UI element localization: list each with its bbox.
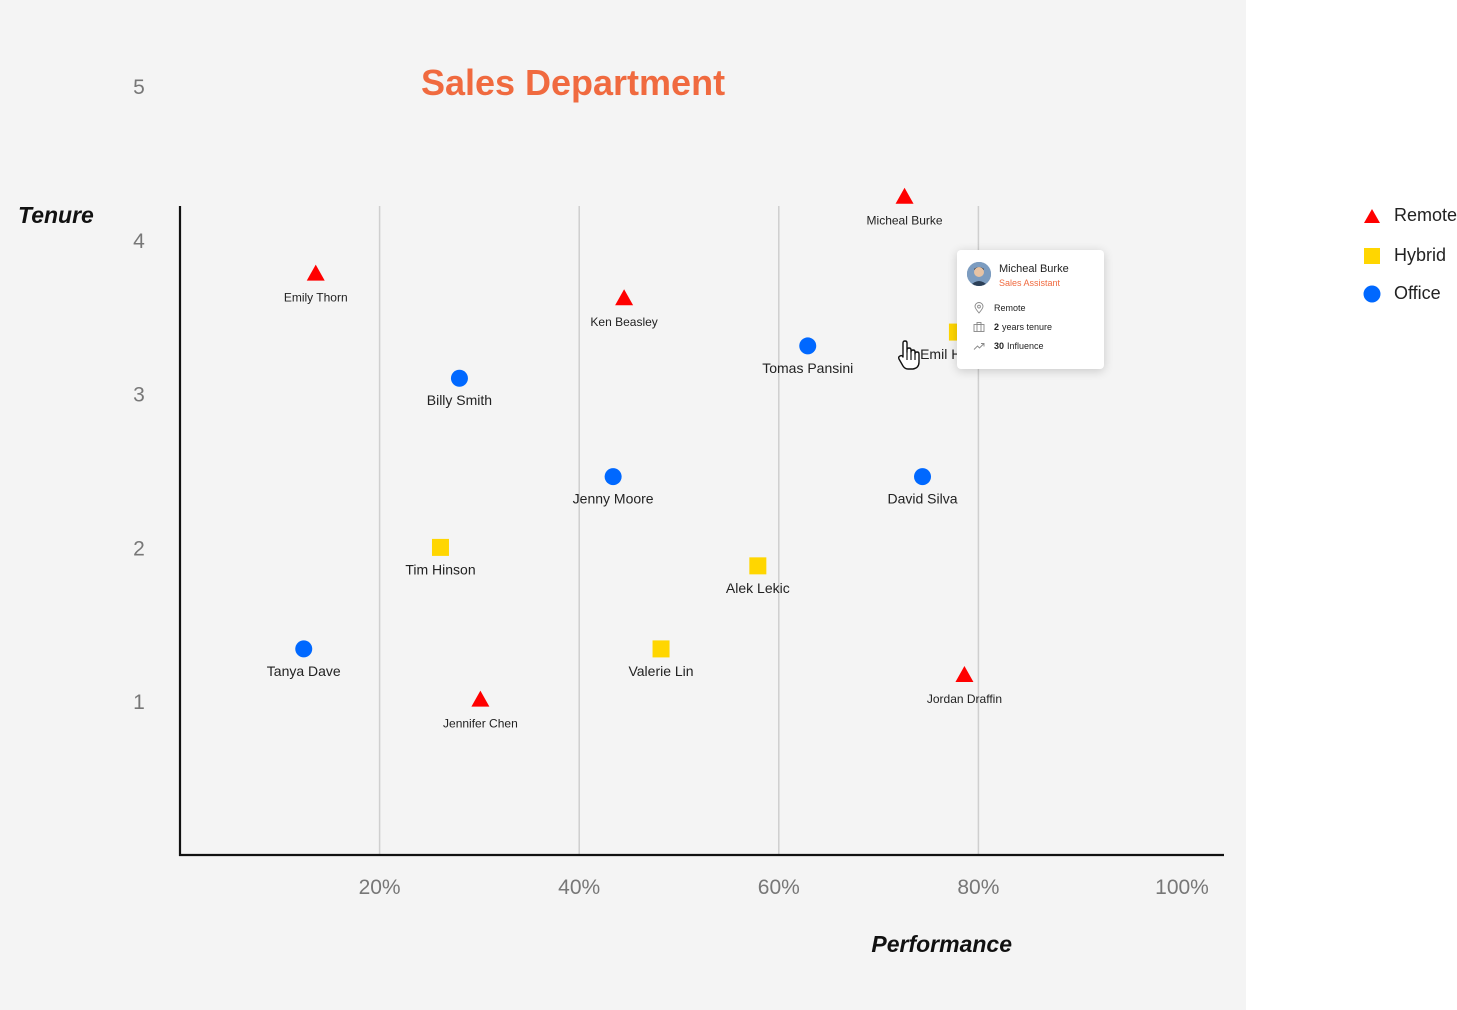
data-point: Jenny Moore bbox=[573, 468, 654, 507]
point-label: Valerie Lin bbox=[628, 663, 693, 679]
circle-marker bbox=[914, 468, 932, 486]
legend-label-remote: Remote bbox=[1394, 205, 1457, 225]
x-tick-label: 80% bbox=[957, 876, 999, 899]
employee-tooltip: Micheal Burke Sales Assistant Remote 2 y… bbox=[957, 250, 1104, 369]
point-label: Billy Smith bbox=[427, 392, 492, 408]
location-pin-icon bbox=[974, 302, 984, 314]
point-label: Jenny Moore bbox=[573, 491, 654, 507]
point-label: Jordan Draffin bbox=[927, 692, 1002, 706]
legend-label-hybrid: Hybrid bbox=[1394, 245, 1447, 265]
tooltip-location-row: Remote bbox=[973, 301, 1026, 315]
tooltip-tenure-suffix: years tenure bbox=[1002, 322, 1053, 332]
y-tick-label: 4 bbox=[133, 230, 145, 253]
x-tick-label: 60% bbox=[758, 876, 800, 899]
point-label: Jennifer Chen bbox=[443, 717, 518, 731]
triangle-marker bbox=[955, 666, 974, 683]
chart-title: Sales Department bbox=[420, 62, 726, 103]
circle-marker bbox=[799, 337, 817, 355]
triangle-marker bbox=[895, 187, 914, 204]
circle-marker bbox=[604, 468, 622, 486]
y-tick-label: 1 bbox=[133, 691, 145, 714]
triangle-marker bbox=[615, 289, 634, 306]
briefcase-icon bbox=[973, 322, 985, 332]
x-tick-label: 40% bbox=[558, 876, 600, 899]
data-point: Tim Hinson bbox=[405, 538, 476, 577]
circle-marker bbox=[450, 369, 468, 387]
y-axis-title: Tenure bbox=[18, 202, 94, 228]
data-point: Tomas Pansini bbox=[762, 337, 853, 376]
data-point: Billy Smith bbox=[427, 369, 492, 408]
trending-up-icon bbox=[973, 343, 985, 350]
tooltip-tenure-value: 2 bbox=[994, 322, 1000, 332]
square-marker bbox=[652, 640, 670, 658]
avatar bbox=[967, 262, 991, 286]
tooltip-influence-row: 30 Influence bbox=[973, 339, 1044, 353]
triangle-marker bbox=[306, 264, 325, 281]
data-point: Micheal Burke bbox=[867, 187, 943, 228]
scatter-plot: 20% 40% 60% 80% 100% 1 2 3 4 5 Emily Thorn Ken Bea… bbox=[133, 76, 1224, 899]
square-marker bbox=[749, 557, 767, 575]
y-tick-label: 2 bbox=[133, 537, 145, 560]
data-point: Alek Lekic bbox=[726, 557, 790, 596]
data-point: Ken Beasley bbox=[590, 289, 658, 329]
legend-item-office: Office bbox=[1362, 283, 1441, 304]
point-label: Alek Lekic bbox=[726, 580, 790, 596]
tooltip-location: Remote bbox=[994, 303, 1026, 313]
data-point: Tanya Dave bbox=[267, 640, 341, 679]
legend-item-hybrid: Hybrid bbox=[1362, 245, 1446, 266]
circle-marker bbox=[295, 640, 313, 658]
x-axis-title: Performance bbox=[871, 931, 1012, 957]
point-label: Tomas Pansini bbox=[762, 360, 853, 376]
tooltip-influence-suffix: Influence bbox=[1007, 341, 1044, 351]
tooltip-influence-value: 30 bbox=[994, 341, 1005, 351]
y-tick-label: 5 bbox=[133, 76, 145, 99]
data-point: Emily Thorn bbox=[284, 264, 348, 305]
square-icon bbox=[1364, 247, 1380, 264]
legend-item-remote: Remote bbox=[1362, 205, 1457, 226]
point-label: Emily Thorn bbox=[284, 291, 348, 305]
y-tick-label: 3 bbox=[133, 384, 145, 407]
x-tick-label: 100% bbox=[1155, 876, 1209, 899]
hand-pointer-icon bbox=[897, 340, 920, 370]
legend-label-office: Office bbox=[1394, 283, 1441, 303]
triangle-marker bbox=[471, 690, 490, 707]
tooltip-name: Micheal Burke bbox=[999, 263, 1069, 275]
chart-canvas: Sales Department Tenure Performance 20% 4… bbox=[0, 0, 1246, 1010]
square-marker bbox=[431, 538, 449, 556]
data-point: David Silva bbox=[887, 468, 958, 507]
data-point: Valerie Lin bbox=[628, 640, 694, 679]
point-label: Tanya Dave bbox=[267, 663, 341, 679]
data-point: Jordan Draffin bbox=[927, 666, 1002, 706]
point-label: Micheal Burke bbox=[867, 214, 943, 228]
point-label: David Silva bbox=[887, 491, 957, 507]
x-tick-label: 20% bbox=[359, 876, 401, 899]
point-label: Ken Beasley bbox=[590, 315, 657, 329]
data-point: Jennifer Chen bbox=[443, 690, 518, 731]
point-label: Tim Hinson bbox=[405, 561, 475, 577]
triangle-icon bbox=[1364, 208, 1380, 223]
circle-icon bbox=[1363, 285, 1381, 302]
tooltip-tenure-row: 2 years tenure bbox=[973, 320, 1052, 334]
tooltip-role: Sales Assistant bbox=[999, 278, 1061, 288]
